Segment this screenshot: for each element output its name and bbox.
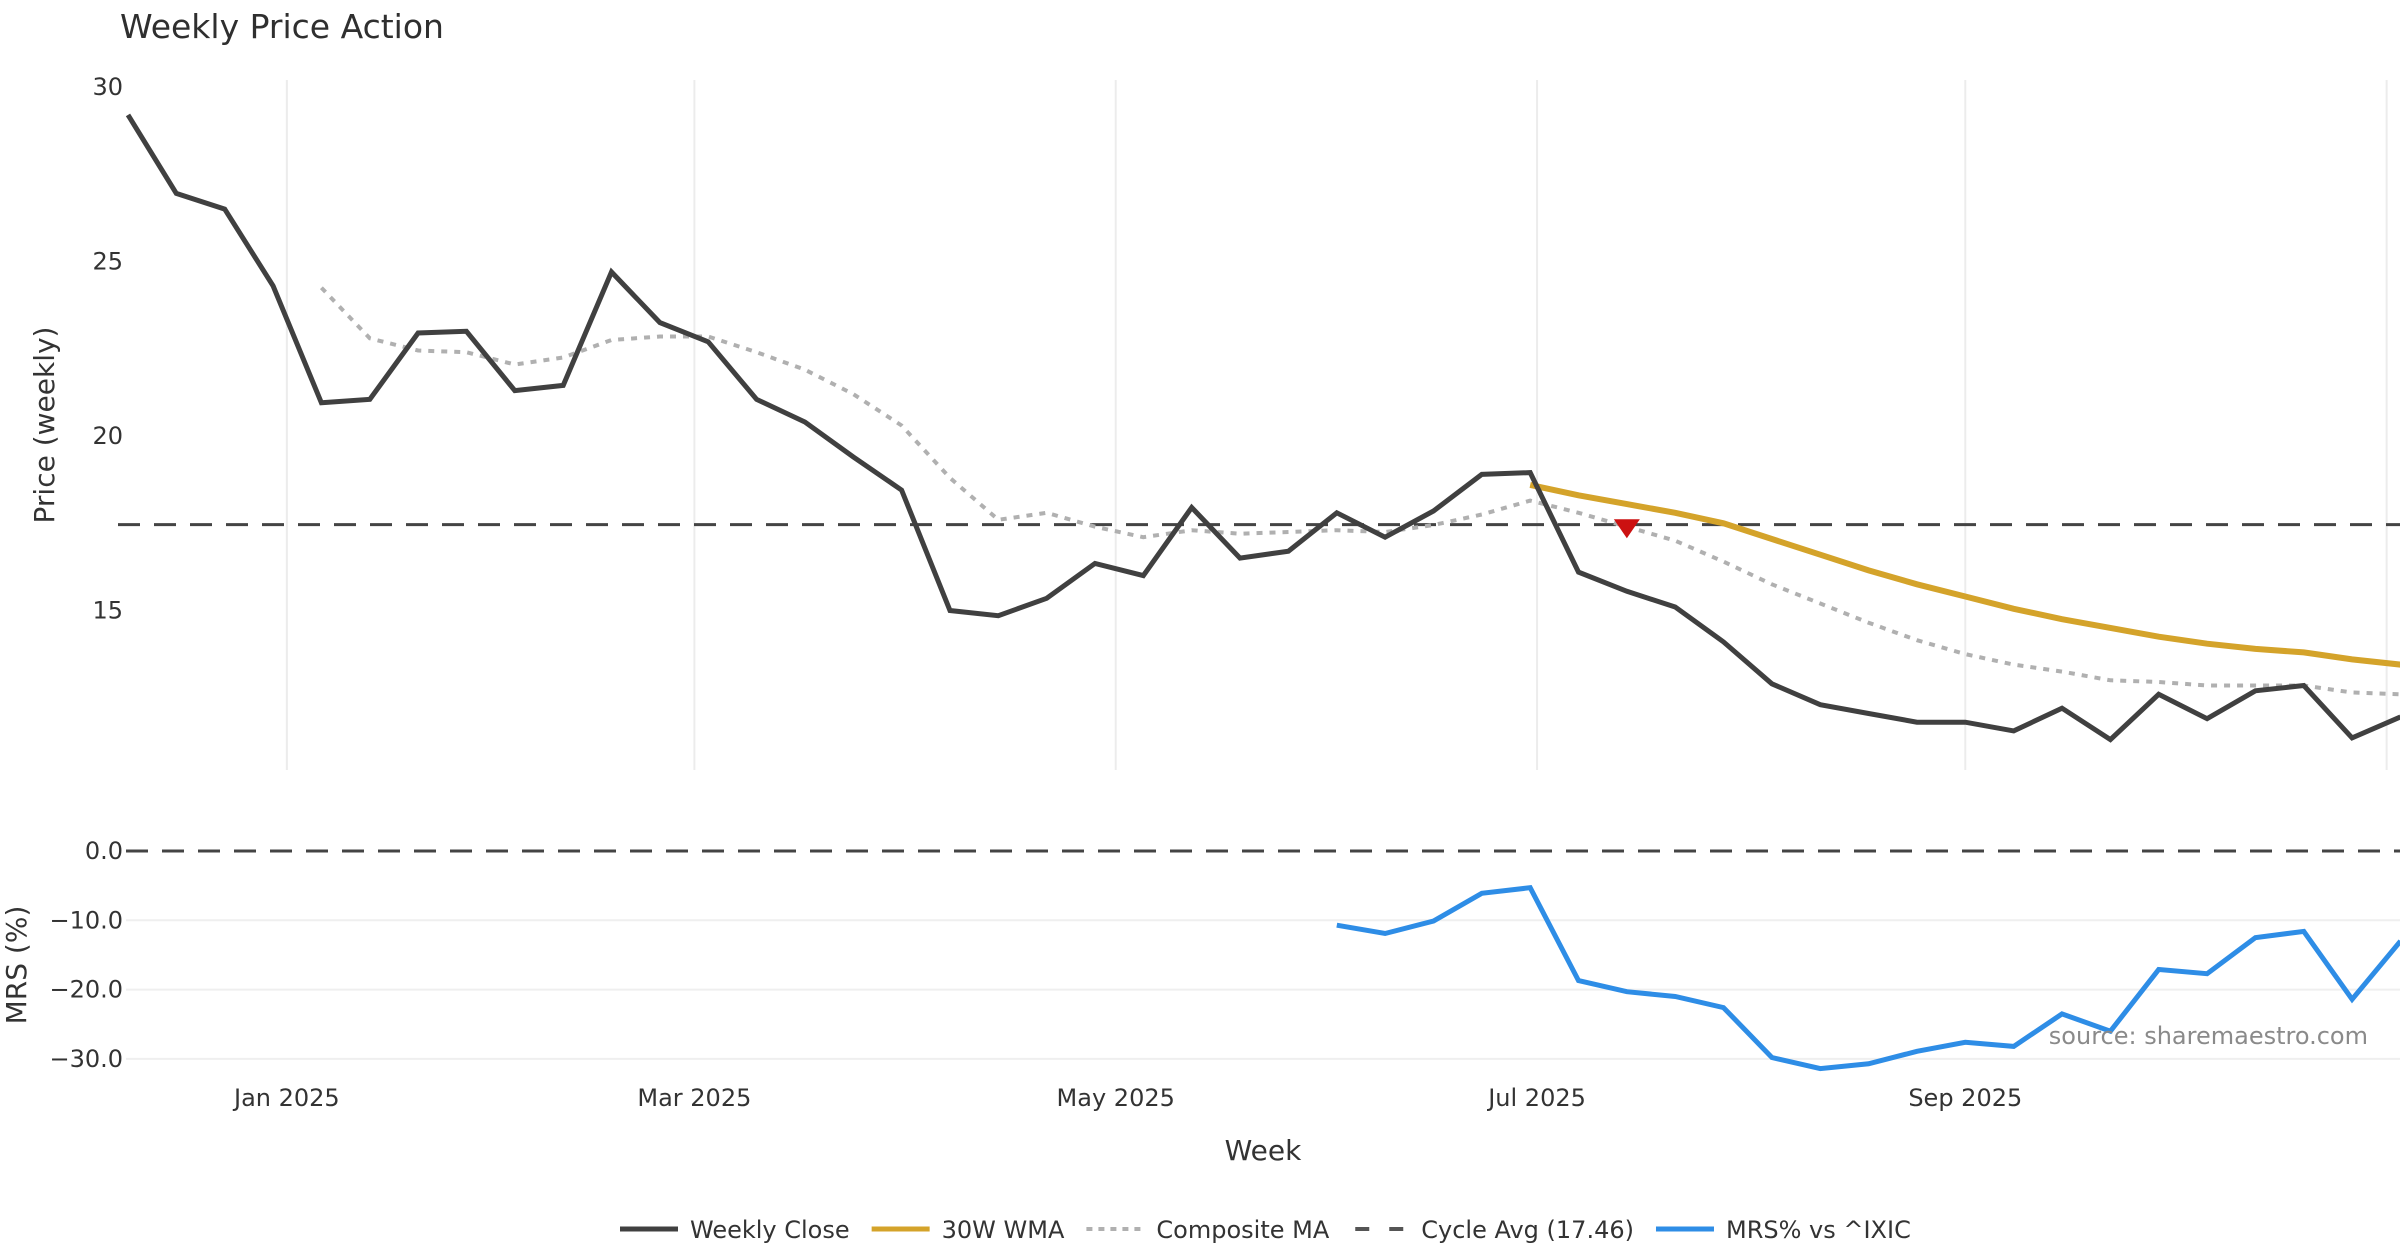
legend: Weekly Close 30W WMA Composite MA Cycle Avg… xyxy=(620,1216,1911,1244)
mrs-y-ticks: 0.0 −10.0 −20.0 −30.0 xyxy=(49,837,123,1073)
sell-signal-marker xyxy=(1613,519,1640,539)
legend-item: 30W WMA xyxy=(871,1216,1065,1244)
x-axis-ticks: Jan 2025 Mar 2025 May 2025 Jul 2025 Sep 2025 xyxy=(232,1084,2022,1112)
mrs-y-tick-label: −30.0 xyxy=(49,1045,123,1073)
legend-label: Cycle Avg (17.46) xyxy=(1421,1216,1634,1244)
mrs-y-tick-label: −10.0 xyxy=(49,906,123,934)
legend-label: 30W WMA xyxy=(942,1216,1065,1244)
price-panel-grid xyxy=(285,80,2388,770)
series-30w-wma xyxy=(1529,481,2400,668)
legend-label: MRS% vs ^IXIC xyxy=(1726,1216,1911,1244)
price-y-tick-label: 20 xyxy=(92,422,123,450)
series-composite-ma xyxy=(319,286,2400,697)
mrs-panel-grid xyxy=(126,919,2400,1060)
legend-item: Cycle Avg (17.46) xyxy=(1355,1216,1634,1244)
mrs-y-tick-label: 0.0 xyxy=(85,837,123,865)
legend-item: Weekly Close xyxy=(620,1216,850,1244)
price-series xyxy=(125,113,2400,743)
price-y-axis-title: Price (weekly) xyxy=(28,327,61,524)
legend-label: Weekly Close xyxy=(690,1216,850,1244)
price-y-tick-label: 25 xyxy=(92,248,123,276)
chart-title: Weekly Price Action xyxy=(120,7,444,46)
x-tick-label: May 2025 xyxy=(1057,1084,1175,1112)
series-mrs-vs-ixic xyxy=(1336,885,2400,1072)
series-weekly-close xyxy=(125,113,2400,743)
x-tick-label: Sep 2025 xyxy=(1908,1084,2022,1112)
price-y-ticks: 15 20 25 30 xyxy=(92,73,123,625)
legend-item: MRS% vs ^IXIC xyxy=(1655,1216,1911,1244)
price-y-tick-label: 15 xyxy=(92,597,123,625)
mrs-y-tick-label: −20.0 xyxy=(49,976,123,1004)
mrs-series xyxy=(1336,885,2400,1072)
legend-item: Composite MA xyxy=(1086,1216,1330,1244)
source-annotation: source: sharemaestro.com xyxy=(2049,1022,2368,1050)
legend-label: Composite MA xyxy=(1156,1216,1329,1244)
x-axis-title: Week xyxy=(1225,1134,1302,1167)
mrs-y-axis-title: MRS (%) xyxy=(0,906,33,1025)
price-y-tick-label: 30 xyxy=(92,73,123,101)
x-tick-label: Mar 2025 xyxy=(637,1084,751,1112)
x-tick-label: Jan 2025 xyxy=(232,1084,340,1112)
x-tick-label: Jul 2025 xyxy=(1486,1084,1586,1112)
price-markers xyxy=(1613,519,1640,539)
